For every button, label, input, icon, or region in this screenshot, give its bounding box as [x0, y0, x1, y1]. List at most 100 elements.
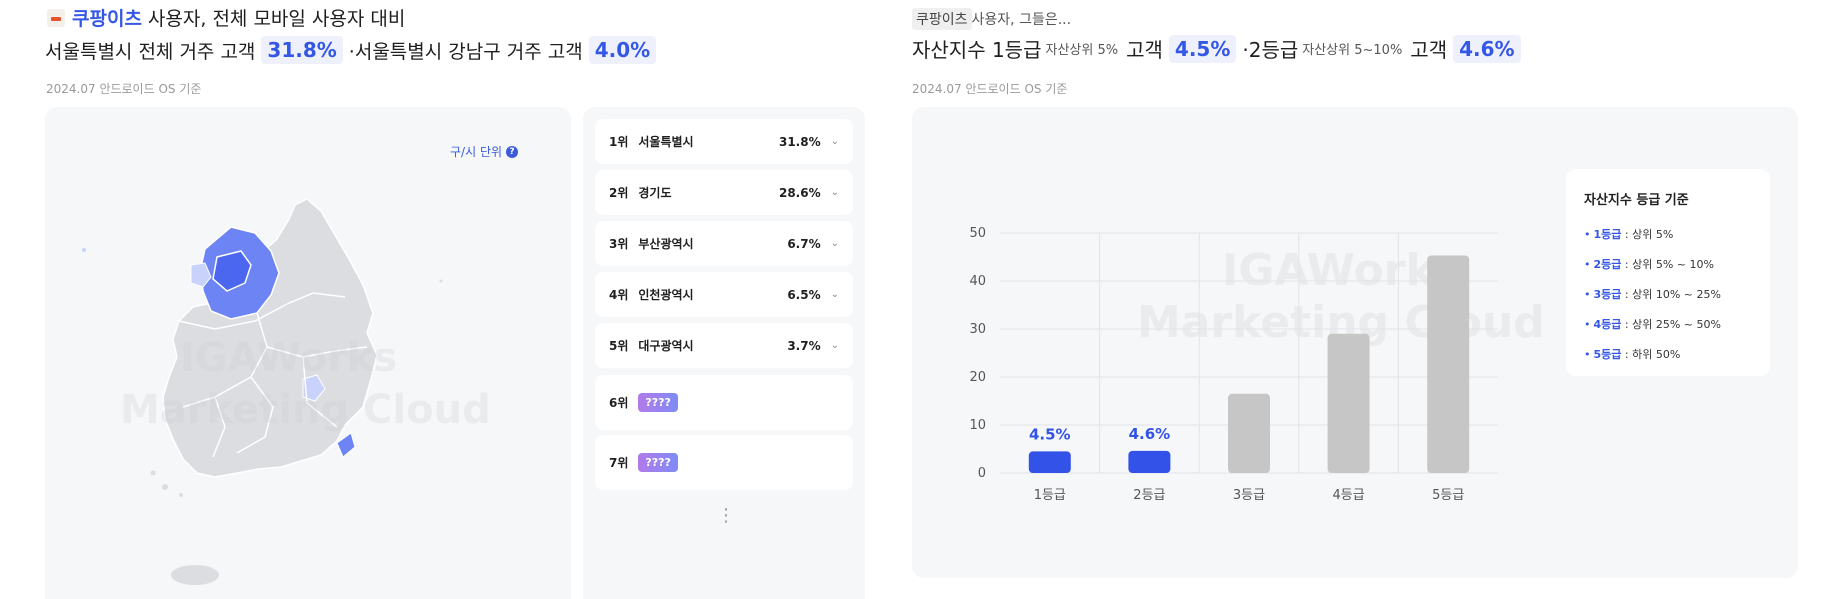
- ranking-region-name: 경기도: [638, 186, 672, 200]
- left-panel: 쿠팡이츠 사용자, 전체 모바일 사용자 대비 서울특별시 전체 거주 고객 3…: [0, 0, 880, 599]
- legend-item: • 1등급 : 상위 5%: [1584, 226, 1752, 242]
- ranking-value: 3.7%: [787, 338, 821, 353]
- y-tick-label: 10: [969, 418, 986, 433]
- bullet-icon: •: [1584, 288, 1591, 301]
- bar: [1128, 450, 1171, 473]
- asset-grade-chart-card: IGAWorks Marketing Cloud 0 10 20 30 40 50 1등급 4…: [912, 107, 1798, 578]
- legend-item: • 3등급 : 상위 10% ~ 25%: [1584, 286, 1752, 302]
- ranking-rank: 6위: [609, 396, 629, 410]
- grade-legend: 자산지수 등급 기준 • 1등급 : 상위 5% • 2등급 : 상위 5% ~ 1…: [1566, 169, 1770, 376]
- bullet-icon: •: [1584, 228, 1591, 241]
- map-busan-region: [336, 432, 356, 458]
- bar: [1028, 451, 1071, 473]
- x-tick-label: 5등급: [1432, 488, 1464, 503]
- ranking-value: 31.8%: [778, 134, 821, 149]
- x-tick-label: 4등급: [1332, 488, 1364, 503]
- headline-grade2-value: 4.6%: [1453, 34, 1521, 63]
- data-label: 4.5%: [1029, 425, 1071, 443]
- right-panel: 쿠팡이츠 사용자, 그들은... 자산지수 1등급 자산상위 5% 고객 4.5…: [912, 0, 1848, 599]
- headline-grade1-note: 자산상위 5%: [1045, 43, 1119, 58]
- locked-value-badge[interactable]: ????: [638, 453, 678, 472]
- legend-desc: : 상위 5%: [1621, 228, 1674, 241]
- map-jeju-island: [171, 565, 219, 585]
- legend-grade: 4등급: [1593, 318, 1622, 331]
- unit-toggle-label: 구/시 단위: [450, 145, 503, 159]
- map-island-4: [150, 470, 156, 476]
- ranking-region-name: 인천광역시: [638, 288, 694, 302]
- legend-title: 자산지수 등급 기준: [1584, 193, 1689, 208]
- y-tick-label: 0: [978, 466, 986, 481]
- map-korea-mainland: [162, 198, 378, 478]
- y-tick-label: 40: [969, 274, 986, 289]
- left-title-rest: 사용자, 전체 모바일 사용자 대비: [147, 8, 406, 30]
- left-title-part2: ·서울특별시 강남구 거주 고객: [348, 40, 583, 63]
- ranking-rank: 3위: [609, 237, 629, 251]
- asset-grade-bar-chart: 0 10 20 30 40 50 1등급 4.5% 2등급 4.6% 3등급 4등급 5등급: [969, 226, 1498, 503]
- ranking-item[interactable]: 4위 인천광역시 6.5% ⌄: [595, 272, 853, 317]
- ranking-item[interactable]: 5위 대구광역시 3.7% ⌄: [595, 323, 853, 368]
- ranking-region-name: 서울특별시: [638, 135, 694, 149]
- y-tick-label: 50: [969, 226, 986, 241]
- ranking-item[interactable]: 2위 경기도 28.6% ⌄: [595, 170, 853, 215]
- bullet-icon: •: [1584, 318, 1591, 331]
- legend-desc: : 상위 25% ~ 50%: [1621, 318, 1721, 331]
- bullet-icon: •: [1584, 348, 1591, 361]
- ranking-rank: 2위: [609, 186, 629, 200]
- x-tick-label: 3등급: [1233, 488, 1265, 503]
- legend-desc: : 상위 10% ~ 25%: [1621, 288, 1721, 301]
- headline-grade1: 자산지수 1등급: [912, 38, 1042, 62]
- ranking-item[interactable]: 1위 서울특별시 31.8% ⌄: [595, 119, 853, 164]
- ranking-region-name: 부산광역시: [638, 237, 694, 251]
- ranking-value: 6.5%: [787, 287, 821, 302]
- bar: [1427, 255, 1470, 473]
- left-title-line2: 서울특별시 전체 거주 고객 31.8% ·서울특별시 강남구 거주 고객 4.…: [45, 36, 662, 64]
- chevron-down-icon: ⌄: [830, 187, 839, 198]
- right-subtitle-rest: 사용자, 그들은...: [971, 12, 1072, 28]
- legend-grade: 1등급: [1593, 228, 1622, 241]
- legend-grade: 2등급: [1593, 258, 1622, 271]
- left-title-value1: 31.8%: [261, 36, 343, 64]
- map-island-2: [439, 279, 443, 283]
- right-subtitle: 쿠팡이츠 사용자, 그들은...: [912, 8, 1071, 30]
- ranking-rank: 7위: [609, 456, 629, 470]
- ranking-item-locked[interactable]: 6위 ????: [595, 375, 853, 430]
- right-source-note: 2024.07 안드로이드 OS 기준: [912, 82, 1068, 96]
- more-options-icon[interactable]: ⋮: [717, 505, 735, 526]
- ranking-rank: 5위: [609, 339, 629, 353]
- legend-item: • 2등급 : 상위 5% ~ 10%: [1584, 256, 1752, 272]
- left-title-line1: 쿠팡이츠 사용자, 전체 모바일 사용자 대비: [47, 4, 405, 31]
- legend-item: • 5등급 : 하위 50%: [1584, 346, 1752, 362]
- map-incheon-region: [190, 262, 212, 288]
- headline-grade2: ·2등급: [1242, 38, 1299, 62]
- ranking-value: 28.6%: [778, 185, 821, 200]
- ranking-region-name: 대구광역시: [638, 339, 694, 353]
- y-tick-label: 20: [969, 370, 986, 385]
- headline-grade2-label: 고객: [1410, 38, 1448, 62]
- map-island-5: [179, 493, 183, 497]
- legend-grade: 3등급: [1593, 288, 1622, 301]
- data-label: 4.6%: [1129, 425, 1171, 443]
- ranking-rank: 1위: [609, 135, 629, 149]
- chevron-down-icon: ⌄: [830, 289, 839, 300]
- bullet-icon: •: [1584, 258, 1591, 271]
- brand-name: 쿠팡이츠: [72, 8, 142, 30]
- right-headline: 자산지수 1등급 자산상위 5% 고객 4.5% ·2등급 자산상위 5~10%…: [912, 34, 1527, 63]
- map-island-1: [82, 248, 86, 252]
- x-tick-label: 2등급: [1133, 488, 1165, 503]
- ranking-item[interactable]: 3위 부산광역시 6.7% ⌄: [595, 221, 853, 266]
- korea-map: [82, 198, 443, 585]
- unit-toggle-button[interactable]: 구/시 단위 ?: [450, 143, 519, 160]
- locked-value-badge[interactable]: ????: [638, 393, 678, 412]
- bar: [1228, 393, 1270, 473]
- legend-desc: : 상위 5% ~ 10%: [1621, 258, 1714, 271]
- ranking-item-locked[interactable]: 7위 ????: [595, 435, 853, 490]
- bar: [1327, 333, 1370, 473]
- chevron-down-icon: ⌄: [830, 340, 839, 351]
- headline-grade1-value: 4.5%: [1168, 34, 1237, 63]
- legend-grade: 5등급: [1593, 348, 1622, 361]
- headline-grade1-label: 고객: [1126, 38, 1163, 62]
- headline-grade2-note: 자산상위 5~10%: [1302, 43, 1403, 58]
- left-title-part1: 서울특별시 전체 거주 고객: [45, 40, 256, 63]
- legend-item: • 4등급 : 상위 25% ~ 50%: [1584, 316, 1752, 332]
- help-icon[interactable]: ?: [506, 145, 519, 158]
